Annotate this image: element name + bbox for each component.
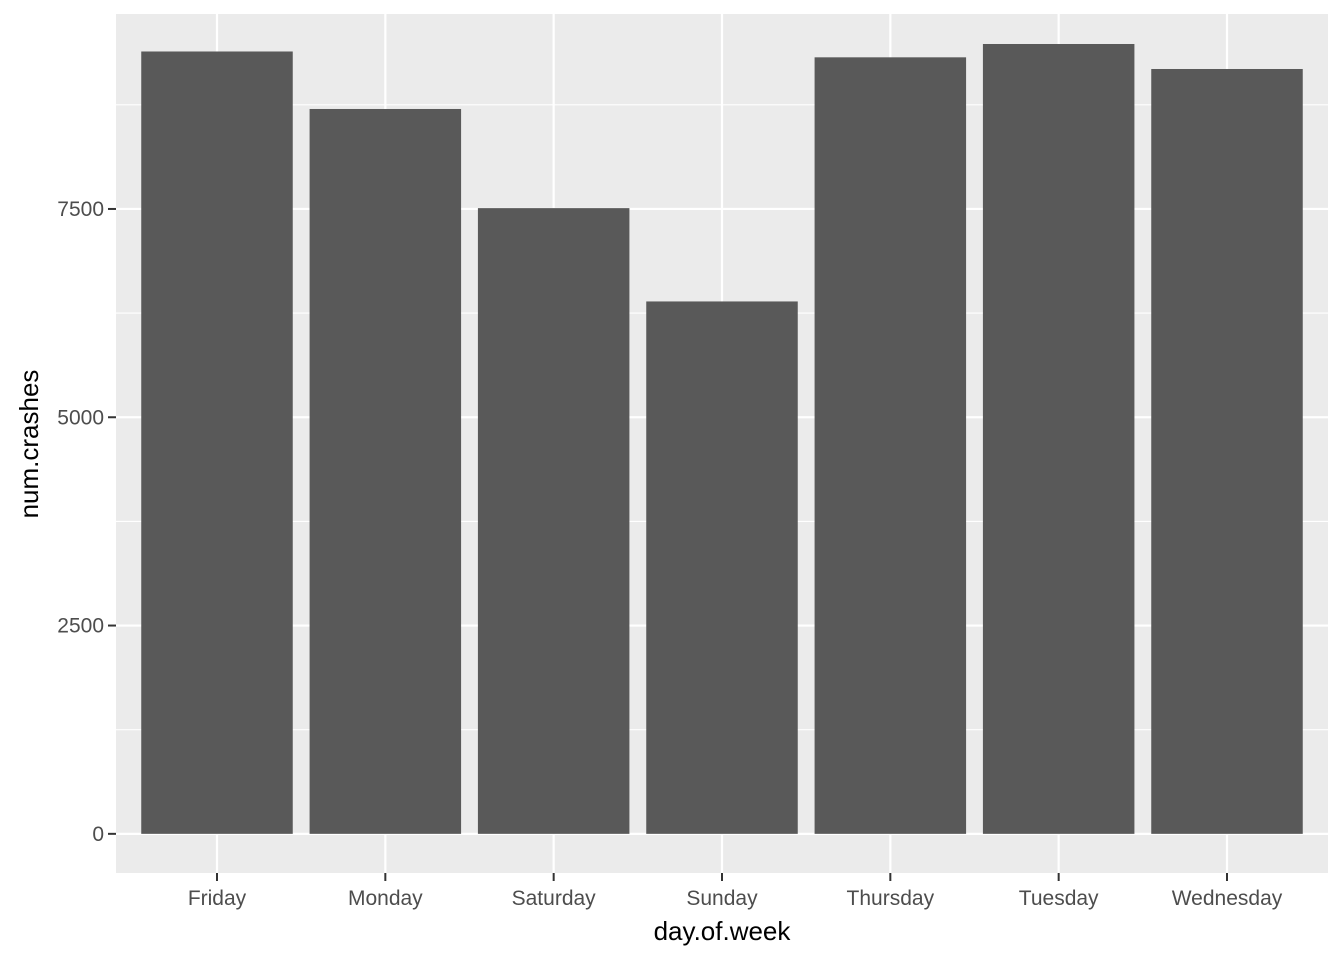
x-axis-title: day.of.week	[654, 916, 792, 946]
bar-wednesday	[1151, 68, 1303, 834]
bar-tuesday	[982, 43, 1135, 834]
y-tick-label: 5000	[57, 406, 104, 429]
x-tick-label: Tuesday	[1019, 887, 1099, 910]
y-tick-label: 2500	[57, 615, 104, 638]
y-axis: 0 2500 5000 7500	[57, 198, 116, 846]
y-tick-label: 0	[92, 823, 104, 846]
x-tick-label: Wednesday	[1172, 887, 1283, 910]
bars	[141, 43, 1303, 834]
bar-thursday	[814, 57, 967, 834]
x-tick-label: Friday	[188, 887, 247, 910]
x-tick-label: Saturday	[512, 887, 597, 910]
x-tick-label: Sunday	[686, 887, 758, 910]
y-axis-title: num.crashes	[14, 370, 44, 519]
y-tick-label: 7500	[57, 198, 104, 221]
x-tick-label: Thursday	[847, 887, 935, 910]
bar-friday	[141, 51, 293, 834]
x-axis: Friday Monday Saturday Sunday Thursday Tuesda…	[188, 873, 1283, 910]
bar-saturday	[477, 208, 630, 834]
bar-sunday	[646, 301, 798, 834]
bar-monday	[309, 108, 462, 834]
x-tick-label: Monday	[348, 887, 423, 910]
